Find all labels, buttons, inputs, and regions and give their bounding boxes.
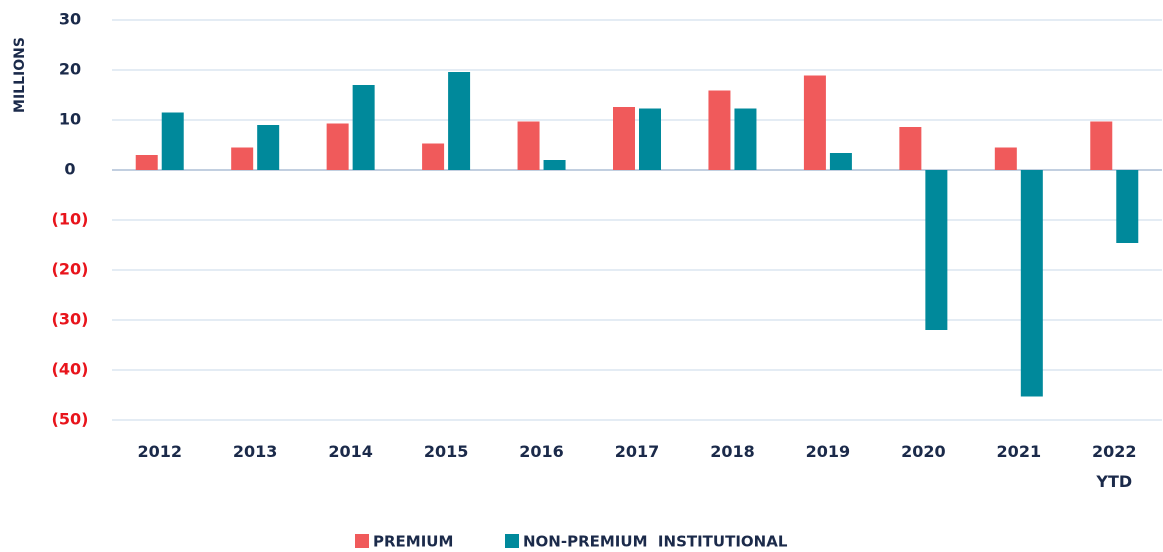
bar <box>448 72 471 170</box>
bar <box>1090 121 1113 170</box>
bar <box>326 123 349 170</box>
x-tick-label: 2014 <box>328 442 373 461</box>
bar <box>639 108 661 170</box>
y-tick-label: (30) <box>52 310 89 329</box>
bar <box>517 121 540 170</box>
bar <box>803 75 826 170</box>
y-tick-label: (40) <box>52 360 89 379</box>
x-tick-label: 2015 <box>423 442 469 461</box>
x-tick-label: 2018 <box>710 442 755 461</box>
bar <box>734 108 757 170</box>
x-tick-label: 2013 <box>232 442 278 461</box>
bar <box>543 160 566 170</box>
legend-swatch <box>505 534 519 548</box>
y-axis-label: MILLIONS <box>12 37 28 113</box>
y-tick-label: (10) <box>52 210 89 229</box>
x-tick-label: 2016 <box>519 442 564 461</box>
y-tick-label: (20) <box>52 260 89 279</box>
legend-label: PREMIUM <box>373 533 453 551</box>
bar <box>708 90 731 170</box>
y-tick-label: 20 <box>59 60 81 79</box>
y-tick-label: 10 <box>59 110 81 129</box>
bar <box>231 147 254 170</box>
bar <box>1020 170 1043 397</box>
x-tick-label: 2017 <box>614 442 660 461</box>
bar <box>352 85 375 170</box>
bar <box>161 112 184 170</box>
bar <box>994 147 1017 170</box>
legend-swatch <box>355 534 369 548</box>
y-tick-label: 30 <box>59 10 81 29</box>
x-tick-label: 2019 <box>805 442 851 461</box>
x-tick-label: 2021 <box>996 442 1042 461</box>
bar <box>829 153 852 170</box>
bar <box>925 170 948 330</box>
bar <box>135 155 158 170</box>
x-tick-label: 2020 <box>901 442 946 461</box>
bar <box>899 127 922 170</box>
x-tick-label: 2012 <box>137 442 182 461</box>
bar <box>422 143 445 170</box>
bar <box>257 125 280 170</box>
x-tick-label: 2022 YTD <box>1092 442 1137 491</box>
bar <box>613 107 635 170</box>
y-tick-label: (50) <box>52 410 89 429</box>
bar <box>1116 170 1139 243</box>
y-tick-label: 0 <box>64 160 75 179</box>
legend-label: NON-PREMIUM INSTITUTIONAL <box>523 533 788 551</box>
